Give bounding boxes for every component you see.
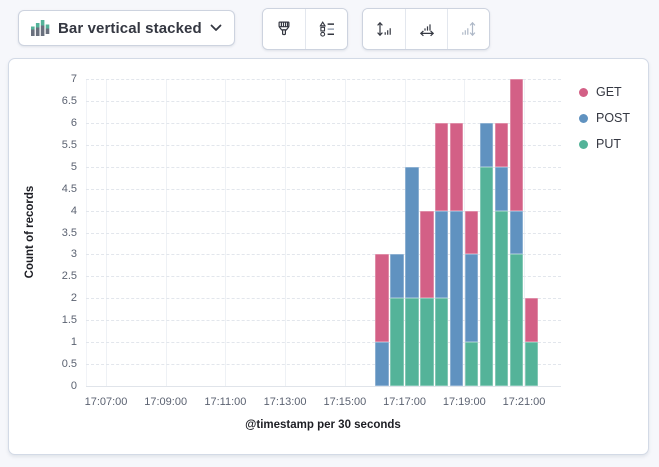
legend-item-label: GET (596, 85, 622, 99)
bar-segment-post[interactable] (494, 166, 509, 211)
brush-icon (276, 21, 292, 37)
legend-dot-icon (579, 87, 588, 97)
horizontal-gridline (86, 298, 561, 300)
x-tick-label: 17:19:00 (442, 396, 486, 408)
x-axis-title: @timestamp per 30 seconds (245, 419, 401, 431)
horizontal-gridline (86, 100, 561, 102)
legend-dot-icon (579, 113, 588, 123)
bar-segment-put[interactable] (390, 298, 404, 386)
y-tick-label: 2 (70, 292, 77, 305)
axis-bottom-icon (419, 21, 435, 37)
bar-segment-put[interactable] (435, 298, 449, 386)
bar-segment-post[interactable] (405, 166, 419, 299)
y-tick-label: 6 (70, 116, 77, 129)
legend-item-put[interactable]: PUT (579, 131, 630, 157)
axis-left-icon (376, 21, 392, 37)
x-tick-label: 17:15:00 (323, 396, 367, 408)
bar-segment-get[interactable] (375, 254, 389, 343)
legend-icon (318, 21, 335, 37)
bar-segment-get[interactable] (524, 298, 539, 343)
left-axis-settings-button[interactable] (363, 9, 405, 49)
axis-right-icon (461, 21, 477, 37)
bar-segment-get[interactable] (509, 79, 524, 211)
bar-segment-put[interactable] (494, 210, 509, 386)
y-tick-label: 7 (70, 73, 77, 85)
bar-segment-get[interactable] (435, 122, 449, 211)
bar-segment-post[interactable] (479, 122, 494, 167)
legend-dot-icon (579, 139, 588, 149)
legend-item-label: PUT (596, 137, 621, 151)
bar-segment-put[interactable] (509, 254, 524, 386)
bar-segment-get[interactable] (450, 122, 464, 211)
chart-panel: Count of records 0 0.5 1 1.5 2 2.5 3 3.5 4 4.5 5 5.… (8, 58, 649, 455)
bar-segment-put[interactable] (479, 166, 494, 386)
horizontal-gridline (86, 232, 561, 234)
horizontal-gridline (86, 342, 561, 344)
x-tick-label: 17:17:00 (383, 396, 426, 408)
bar-segment-get[interactable] (494, 122, 509, 167)
x-tick-label: 17:07:00 (84, 396, 128, 408)
horizontal-gridline (86, 166, 561, 168)
bar-segment-put[interactable] (524, 342, 539, 386)
chart-type-label: Bar vertical stacked (58, 19, 202, 37)
style-settings-group (262, 8, 348, 50)
horizontal-gridline (86, 254, 561, 256)
horizontal-gridline (86, 276, 561, 278)
horizontal-gridline (86, 122, 561, 124)
legend: GET POST PUT (579, 79, 630, 157)
chart-type-switcher[interactable]: Bar vertical stacked (18, 10, 235, 46)
bottom-axis-settings-button[interactable] (405, 9, 447, 49)
bar-segment-post[interactable] (435, 210, 449, 299)
bar-vertical-stacked-icon (31, 20, 50, 36)
bar-segment-post[interactable] (450, 210, 464, 386)
toolbar: Bar vertical stacked (0, 0, 659, 56)
y-tick-label: 0 (70, 380, 77, 392)
horizontal-gridline (86, 188, 561, 190)
y-tick-label: 3 (70, 248, 77, 261)
legend-settings-button[interactable] (305, 9, 347, 49)
horizontal-gridline (86, 386, 561, 387)
axis-settings-group (362, 8, 490, 50)
right-axis-settings-button[interactable] (447, 9, 489, 49)
y-tick-label: 4 (70, 204, 77, 217)
y-tick-label: 4.5 (61, 182, 77, 195)
bar-segment-post[interactable] (465, 254, 479, 343)
y-tick-label: 3.5 (61, 226, 77, 239)
bar-segment-get[interactable] (420, 210, 434, 299)
bar-segment-get[interactable] (465, 210, 479, 255)
legend-item-get[interactable]: GET (579, 79, 630, 105)
bar-segment-put[interactable] (465, 342, 479, 386)
horizontal-gridline (86, 364, 561, 366)
y-tick-label: 0.5 (61, 358, 77, 371)
legend-item-label: POST (596, 111, 631, 125)
horizontal-gridline (86, 320, 561, 322)
bar-segment-put[interactable] (420, 298, 434, 386)
chevron-down-icon (210, 24, 222, 32)
horizontal-gridline (86, 79, 561, 80)
horizontal-gridline (86, 144, 561, 146)
x-tick-label: 17:09:00 (144, 396, 188, 408)
legend-item-post[interactable]: POST (579, 105, 630, 131)
horizontal-gridline (86, 210, 561, 212)
bar-segment-post[interactable] (375, 342, 389, 386)
bar-segment-post[interactable] (509, 210, 524, 255)
y-tick-label: 2.5 (61, 270, 77, 283)
x-tick-label: 17:11:00 (204, 396, 247, 408)
y-tick-label: 6.5 (61, 94, 77, 107)
x-tick-label: 17:21:00 (502, 396, 546, 408)
x-tick-label: 17:13:00 (263, 396, 307, 408)
y-tick-label: 5 (70, 160, 77, 173)
bar-segment-post[interactable] (390, 254, 404, 299)
y-tick-label: 1 (70, 336, 77, 349)
bar-segment-put[interactable] (405, 298, 419, 386)
visual-options-button[interactable] (263, 9, 305, 49)
y-tick-label: 5.5 (61, 138, 77, 151)
y-tick-label: 1.5 (61, 314, 77, 327)
